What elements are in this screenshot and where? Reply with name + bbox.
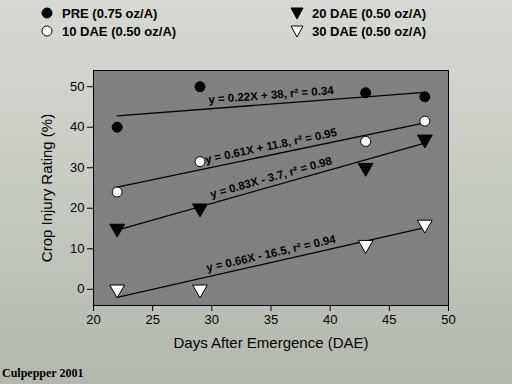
svg-text:30: 30 — [70, 160, 84, 175]
svg-text:40: 40 — [323, 312, 337, 327]
svg-text:Days After Emergence (DAE): Days After Emergence (DAE) — [173, 334, 368, 351]
svg-text:45: 45 — [382, 312, 396, 327]
svg-text:10: 10 — [70, 241, 84, 256]
html-text:20 DAE (0.50 oz/A): 20 DAE (0.50 oz/A) — [312, 5, 427, 21]
svg-text:50: 50 — [70, 79, 84, 94]
svg-text:y = 0.83X - 3.7, r² = 0.98: y = 0.83X - 3.7, r² = 0.98 — [209, 154, 334, 200]
svg-text:0: 0 — [77, 281, 84, 296]
svg-text:40: 40 — [70, 119, 84, 134]
svg-text:35: 35 — [264, 312, 278, 327]
svg-text:20: 20 — [70, 200, 84, 215]
html-text:30 DAE (0.50 oz/A): 30 DAE (0.50 oz/A) — [312, 23, 427, 39]
html-text:PRE (0.75 oz/A): PRE (0.75 oz/A) — [62, 5, 158, 21]
svg-text:Crop Injury Rating (%): Crop Injury Rating (%) — [38, 114, 55, 262]
svg-text:30: 30 — [205, 312, 219, 327]
svg-text:y = 0.66X - 16.5, r² = 0.94: y = 0.66X - 16.5, r² = 0.94 — [205, 233, 337, 274]
svg-text:25: 25 — [145, 312, 159, 327]
html-text:10 DAE (0.50 oz/A): 10 DAE (0.50 oz/A) — [62, 23, 177, 39]
svg-text:y = 0.61X + 11.8, r² = 0.95: y = 0.61X + 11.8, r² = 0.95 — [203, 126, 338, 166]
svg-text:50: 50 — [441, 312, 455, 327]
svg-text:20: 20 — [86, 312, 100, 327]
html-text:Culpepper 2001: Culpepper 2001 — [2, 366, 84, 380]
svg-text:y = 0.22X + 38, r² = 0.34: y = 0.22X + 38, r² = 0.34 — [208, 84, 335, 106]
